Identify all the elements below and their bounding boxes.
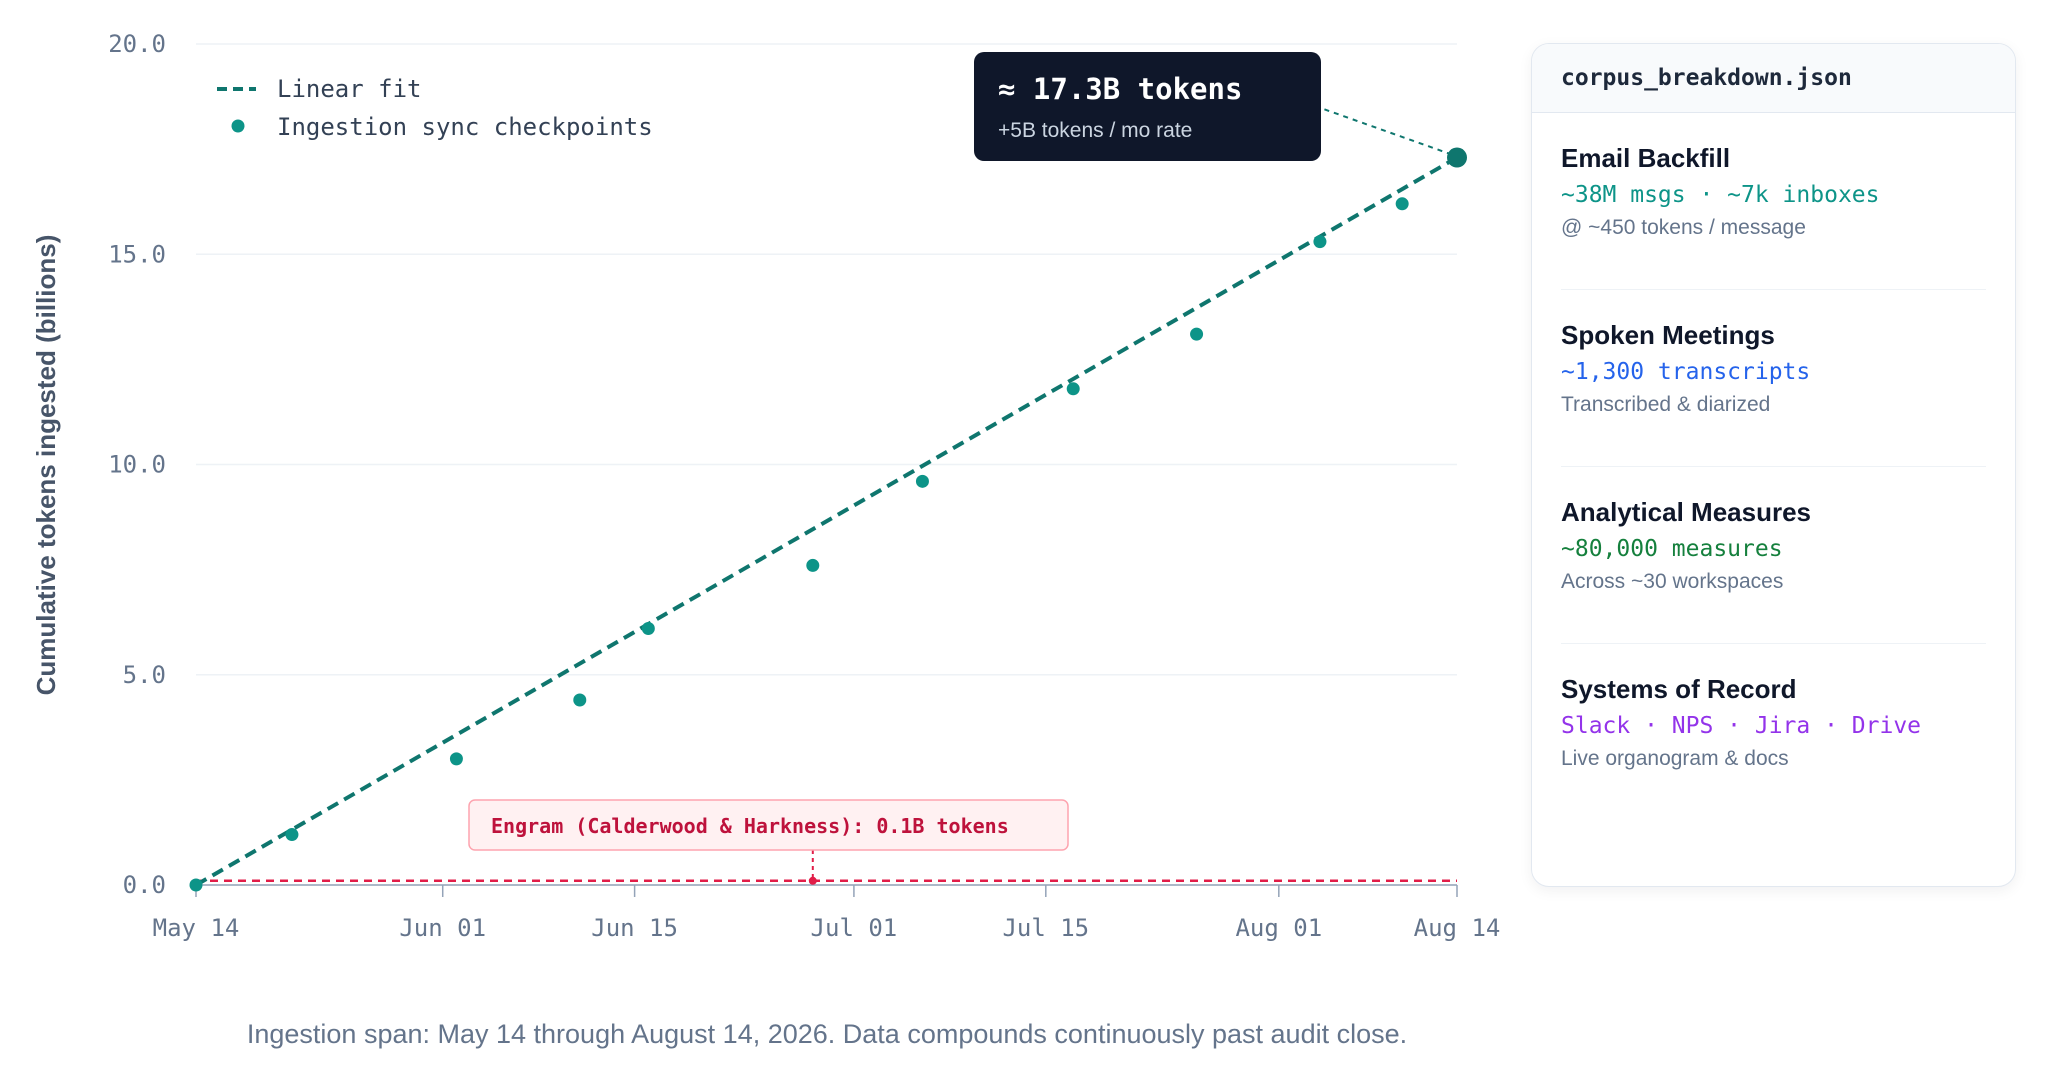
breakdown-item-note: Live organogram & docs <box>1561 747 1789 770</box>
y-tick-label: 10.0 <box>108 451 166 479</box>
x-tick-label: Jun 01 <box>399 914 486 942</box>
linear-fit-line <box>195 155 1458 887</box>
legend-points-label: Ingestion sync checkpoints <box>277 113 653 141</box>
checkpoint-point <box>1190 327 1204 341</box>
panel-title: corpus_breakdown.json <box>1561 65 1852 91</box>
annotation-layer: ≈ 17.3B tokens +5B tokens / mo rate Engram… <box>468 52 1450 885</box>
tooltip-subtitle: +5B tokens / mo rate <box>998 119 1192 142</box>
breakdown-item-measures: Analytical Measures ~80,000 measures Acr… <box>1561 467 1986 644</box>
checkpoint-point <box>1447 147 1467 168</box>
breakdown-item-title: Email Backfill <box>1561 143 1731 173</box>
series-layer <box>189 147 1467 892</box>
y-tick-label: 15.0 <box>108 240 166 268</box>
x-tick-label: Aug 01 <box>1235 914 1322 942</box>
checkpoint-point <box>573 693 587 707</box>
checkpoint-point <box>1395 197 1409 211</box>
breakdown-item-meetings: Spoken Meetings ~1,300 transcripts Trans… <box>1561 290 1986 467</box>
checkpoint-point <box>189 878 203 892</box>
y-tick-label: 20.0 <box>108 30 166 58</box>
callout-anchor <box>808 876 817 885</box>
panel-header: corpus_breakdown.json <box>1532 44 2015 113</box>
axes: 0.0 5.0 10.0 15.0 20.0 May 14 Jun 01 Jun 15 Jul … <box>108 30 1500 942</box>
breakdown-item-value: ~80,000 measures <box>1561 536 1783 562</box>
checkpoint-point <box>806 558 820 572</box>
breakdown-item-title: Spoken Meetings <box>1561 320 1775 350</box>
panel-body: Email Backfill ~38M msgs · ~7k inboxes @… <box>1532 113 2015 820</box>
breakdown-item-value: ~38M msgs · ~7k inboxes <box>1561 182 1880 208</box>
tooltip-box <box>974 52 1321 161</box>
x-tick-label: May 14 <box>153 914 240 942</box>
breakdown-item-email: Email Backfill ~38M msgs · ~7k inboxes @… <box>1561 113 1986 290</box>
checkpoint-point <box>285 828 299 842</box>
checkpoint-point <box>1313 235 1327 249</box>
legend-fit-label: Linear fit <box>277 75 422 103</box>
x-tick-label: Aug 14 <box>1414 914 1501 942</box>
y-axis-label: Cumulative tokens ingested (billions) <box>31 235 61 696</box>
breakdown-item-note: @ ~450 tokens / message <box>1561 216 1806 239</box>
callout-box <box>468 799 1069 851</box>
x-tick-label: Jul 01 <box>811 914 898 942</box>
breakdown-item-value: Slack · NPS · Jira · Drive <box>1561 713 1922 739</box>
checkpoint-point <box>915 474 929 488</box>
corpus-breakdown-panel: corpus_breakdown.json Email Backfill ~38… <box>1531 43 2016 887</box>
tooltip-connector <box>1314 105 1450 155</box>
breakdown-item-systems: Systems of Record Slack · NPS · Jira · D… <box>1561 644 1986 820</box>
grid <box>196 43 1457 886</box>
x-tick-label: Jul 15 <box>1002 914 1089 942</box>
legend: Linear fit Ingestion sync checkpoints <box>217 75 653 141</box>
y-tick-label: 0.0 <box>123 871 166 899</box>
checkpoint-point <box>449 752 463 766</box>
legend-points-swatch <box>231 119 245 133</box>
y-tick-label: 5.0 <box>123 661 166 689</box>
breakdown-item-value: ~1,300 transcripts <box>1561 359 1811 385</box>
chart-caption: Ingestion span: May 14 through August 14… <box>247 1019 1407 1049</box>
breakdown-item-note: Across ~30 workspaces <box>1561 570 1784 593</box>
breakdown-item-note: Transcribed & diarized <box>1561 393 1771 416</box>
breakdown-item-title: Analytical Measures <box>1561 497 1812 527</box>
x-tick-label: Jun 15 <box>591 914 678 942</box>
checkpoint-point <box>641 621 655 635</box>
breakdown-item-title: Systems of Record <box>1561 674 1797 704</box>
tooltip-title: ≈ 17.3B tokens <box>998 72 1242 106</box>
callout-text: Engram (Calderwood & Harkness): 0.1B tok… <box>491 814 1009 838</box>
checkpoint-point <box>1066 382 1080 396</box>
